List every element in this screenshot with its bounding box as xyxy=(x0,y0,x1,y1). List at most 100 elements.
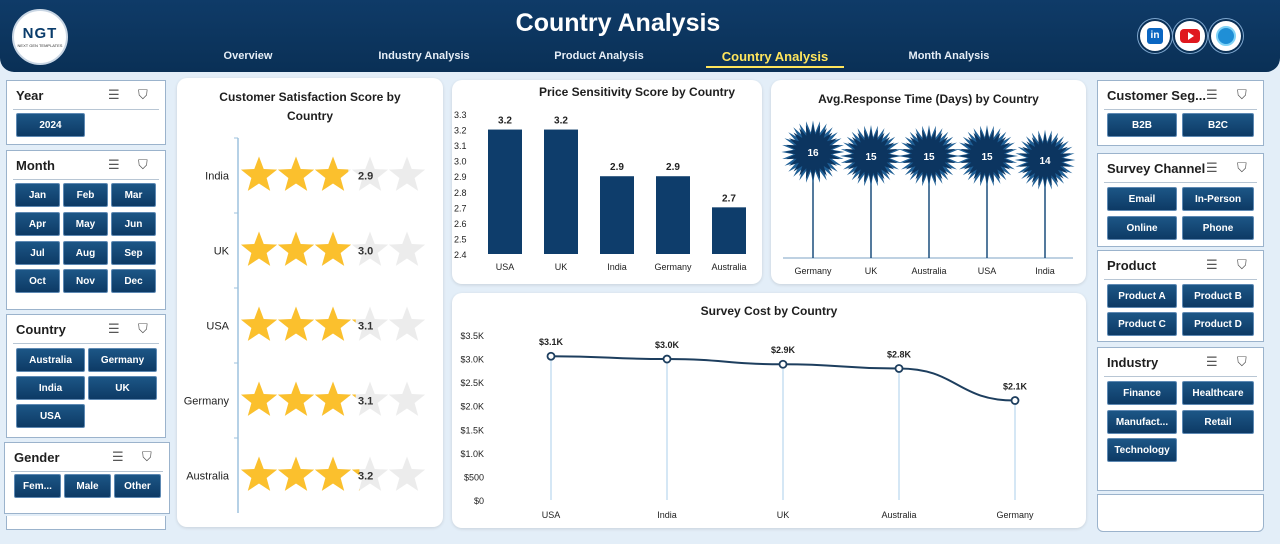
slicer-item[interactable]: Product A xyxy=(1107,284,1177,308)
slicer-item[interactable]: May xyxy=(63,212,108,236)
nav-country-analysis[interactable]: Country Analysis xyxy=(721,49,829,64)
data-label: 15 xyxy=(981,152,993,163)
multi-select-icon[interactable]: ☰ xyxy=(108,87,120,102)
slicer-item[interactable]: Product D xyxy=(1182,312,1254,336)
slicer-item[interactable]: B2B xyxy=(1107,113,1177,137)
ngt-logo: NGT NEXT GEN TEMPLATES xyxy=(12,9,68,65)
slicer-item[interactable]: Oct xyxy=(15,269,60,293)
slicer-item[interactable]: Product B xyxy=(1182,284,1254,308)
customer-segment-slicer: Customer Seg... ☰ ⛉ B2B B2C xyxy=(1097,80,1264,146)
slicer-item[interactable]: Australia xyxy=(16,348,85,372)
multi-select-icon[interactable]: ☰ xyxy=(1206,87,1218,102)
nav-product-analysis[interactable]: Product Analysis xyxy=(554,50,644,62)
star-empty-icon xyxy=(388,156,426,191)
slicer-item[interactable]: India xyxy=(16,376,85,400)
star-filled-icon xyxy=(277,231,315,266)
nav-industry-analysis[interactable]: Industry Analysis xyxy=(378,50,470,62)
slicer-divider xyxy=(1104,182,1257,183)
slicer-divider xyxy=(1104,376,1257,377)
nav-overview[interactable]: Overview xyxy=(223,50,273,62)
slicer-item[interactable]: Feb xyxy=(63,183,108,207)
slicer-panel-bottom xyxy=(1097,494,1264,532)
multi-select-icon[interactable]: ☰ xyxy=(108,157,120,172)
multi-select-icon[interactable]: ☰ xyxy=(1206,257,1218,272)
slicer-item[interactable]: Jan xyxy=(15,183,60,207)
category-label: Australia xyxy=(186,471,230,483)
slicer-divider xyxy=(11,471,163,472)
x-tick-label: Australia xyxy=(911,266,946,276)
data-point xyxy=(1010,396,1020,405)
star-filled-icon xyxy=(351,394,356,398)
data-label: 3.2 xyxy=(554,116,568,127)
slicer-item[interactable]: Finance xyxy=(1107,381,1177,405)
slicer-item[interactable]: Retail xyxy=(1182,410,1254,434)
y-tick-label: $3.5K xyxy=(460,331,484,341)
slicer-item[interactable]: Jun xyxy=(111,212,156,236)
slicer-item[interactable]: Healthcare xyxy=(1182,381,1254,405)
slicer-item[interactable]: Nov xyxy=(63,269,108,293)
clear-filter-icon[interactable]: ⛉ xyxy=(1237,354,1247,369)
linkedin-button[interactable]: in xyxy=(1140,21,1170,51)
chart-title: Price Sensitivity Score by Country xyxy=(538,85,736,99)
multi-select-icon[interactable]: ☰ xyxy=(108,321,120,336)
youtube-button[interactable] xyxy=(1175,21,1205,51)
website-button[interactable] xyxy=(1211,21,1241,51)
multi-select-icon[interactable]: ☰ xyxy=(112,449,124,464)
slicer-item[interactable]: Email xyxy=(1107,187,1177,211)
slicer-item[interactable]: Germany xyxy=(88,348,157,372)
star-empty-icon xyxy=(351,156,389,191)
clear-filter-icon[interactable]: ⛉ xyxy=(138,87,148,102)
slicer-item[interactable]: USA xyxy=(16,404,85,428)
slicer-item[interactable]: Dec xyxy=(111,269,156,293)
data-label: 2.7 xyxy=(722,193,736,204)
star-filled-icon xyxy=(277,381,315,416)
nav-month-analysis[interactable]: Month Analysis xyxy=(908,50,990,62)
slicer-item[interactable]: B2C xyxy=(1182,113,1254,137)
slicer-item[interactable]: Phone xyxy=(1182,216,1254,240)
clear-filter-icon[interactable]: ⛉ xyxy=(1237,87,1247,102)
slicer-item[interactable]: Manufact... xyxy=(1107,410,1177,434)
y-tick-label: 2.4 xyxy=(454,250,467,260)
y-tick-label: 2.5 xyxy=(454,234,467,244)
data-point xyxy=(778,359,788,369)
industry-slicer: Industry ☰ ⛉ Finance Healthcare Manufact… xyxy=(1097,347,1264,491)
star-filled-icon xyxy=(351,244,352,245)
slicer-item[interactable]: Online xyxy=(1107,216,1177,240)
slicer-item[interactable]: Mar xyxy=(111,183,156,207)
slicer-item[interactable]: Aug xyxy=(63,241,108,265)
clear-filter-icon[interactable]: ⛉ xyxy=(1237,257,1247,272)
satisfaction-star-chart: India 2.9 UK 3.0 USA 3.1 Germany 3.1 Australia 3.… xyxy=(184,137,426,513)
bar xyxy=(656,176,690,254)
star-filled-icon xyxy=(241,456,278,491)
x-tick-label: UK xyxy=(555,262,568,272)
clear-filter-icon[interactable]: ⛉ xyxy=(138,157,148,172)
slicer-title: Year xyxy=(16,88,44,103)
slicer-item[interactable]: Sep xyxy=(111,241,156,265)
multi-select-icon[interactable]: ☰ xyxy=(1206,160,1218,175)
slicer-item[interactable]: In-Person xyxy=(1182,187,1254,211)
clear-filter-icon[interactable]: ⛉ xyxy=(142,449,152,464)
slicer-item[interactable]: Product C xyxy=(1107,312,1177,336)
star-empty-icon xyxy=(351,306,389,341)
survey-channel-slicer: Survey Channel ☰ ⛉ Email In-Person Onlin… xyxy=(1097,153,1264,247)
starburst-marker xyxy=(902,129,956,183)
slicer-item[interactable]: Other xyxy=(114,474,161,498)
slicer-divider xyxy=(1104,109,1257,110)
slicer-title: Survey Channel xyxy=(1107,161,1206,176)
slicer-item[interactable]: Fem... xyxy=(14,474,61,498)
slicer-item[interactable]: Technology xyxy=(1107,438,1177,462)
slicer-item[interactable]: UK xyxy=(88,376,157,400)
value-label: 3.0 xyxy=(358,246,373,258)
slicer-item[interactable]: Male xyxy=(64,474,111,498)
clear-filter-icon[interactable]: ⛉ xyxy=(138,321,148,336)
value-label: 3.1 xyxy=(358,396,373,408)
filled-stars xyxy=(241,456,360,491)
slicer-item[interactable]: Apr xyxy=(15,212,60,236)
star-filled-icon xyxy=(314,456,352,491)
slicer-item[interactable]: Jul xyxy=(15,241,60,265)
multi-select-icon[interactable]: ☰ xyxy=(1206,354,1218,369)
slicer-item[interactable]: 2024 xyxy=(16,113,85,137)
clear-filter-icon[interactable]: ⛉ xyxy=(1237,160,1247,175)
y-tick-label: $500 xyxy=(464,472,484,482)
star-filled-icon xyxy=(241,156,278,191)
